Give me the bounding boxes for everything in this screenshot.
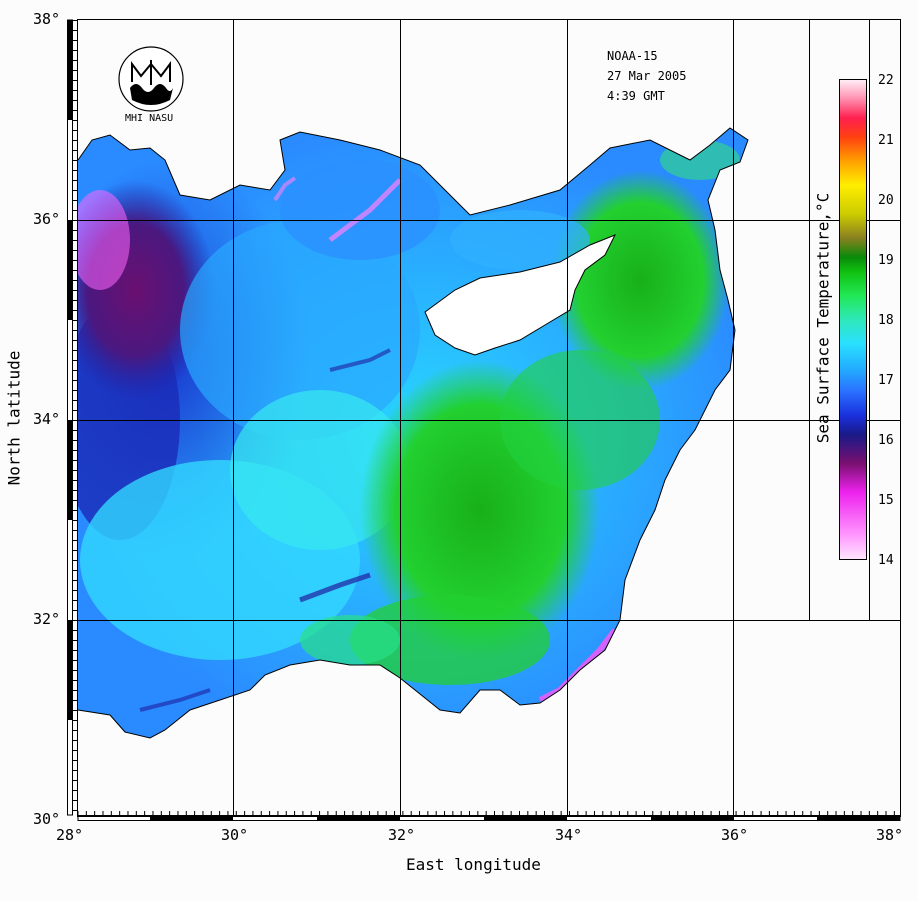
x-tick-label: 32° (388, 826, 416, 844)
sst-field (78, 128, 748, 738)
y-tick-label: 32° (33, 610, 61, 628)
bottom-scale-bar (77, 811, 901, 821)
logo-text: MHI NASU (125, 113, 174, 124)
coastline (77, 127, 749, 739)
mhi-logo (118, 46, 184, 112)
acquisition-time: 4:39 GMT (607, 89, 665, 103)
y-axis-title: North latitude (4, 350, 24, 486)
colorbar-tick-label: 16 (878, 433, 894, 448)
x-axis-title: East longitude (406, 855, 541, 874)
satellite-name: NOAA-15 (607, 49, 658, 63)
x-tick-label: 36° (721, 826, 749, 844)
colorbar (839, 79, 867, 560)
colorbar-tick-label: 17 (878, 373, 894, 388)
colorbar-title: Sea Surface Temperature,°C (813, 192, 833, 444)
colorbar-tick-label: 20 (878, 193, 894, 208)
y-tick-label: 36° (33, 210, 61, 228)
colorbar-tick-label: 18 (878, 313, 894, 328)
colorbar-tick-label: 21 (878, 133, 894, 148)
colorbar-tick-label: 22 (878, 73, 894, 88)
x-tick-label: 38° (876, 826, 904, 844)
colorbar-tick-label: 14 (878, 553, 894, 568)
x-tick-label: 34° (555, 826, 583, 844)
y-tick-label: 30° (33, 810, 61, 828)
graticule (78, 20, 900, 816)
y-tick-label: 38° (33, 10, 61, 28)
colorbar-tick-label: 15 (878, 493, 894, 508)
left-scale-bar (67, 19, 77, 816)
acquisition-date: 27 Mar 2005 (607, 69, 687, 83)
x-tick-label: 30° (221, 826, 249, 844)
x-tick-label: 28° (56, 826, 84, 844)
colorbar-tick-label: 19 (878, 253, 894, 268)
y-tick-label: 34° (33, 410, 61, 428)
